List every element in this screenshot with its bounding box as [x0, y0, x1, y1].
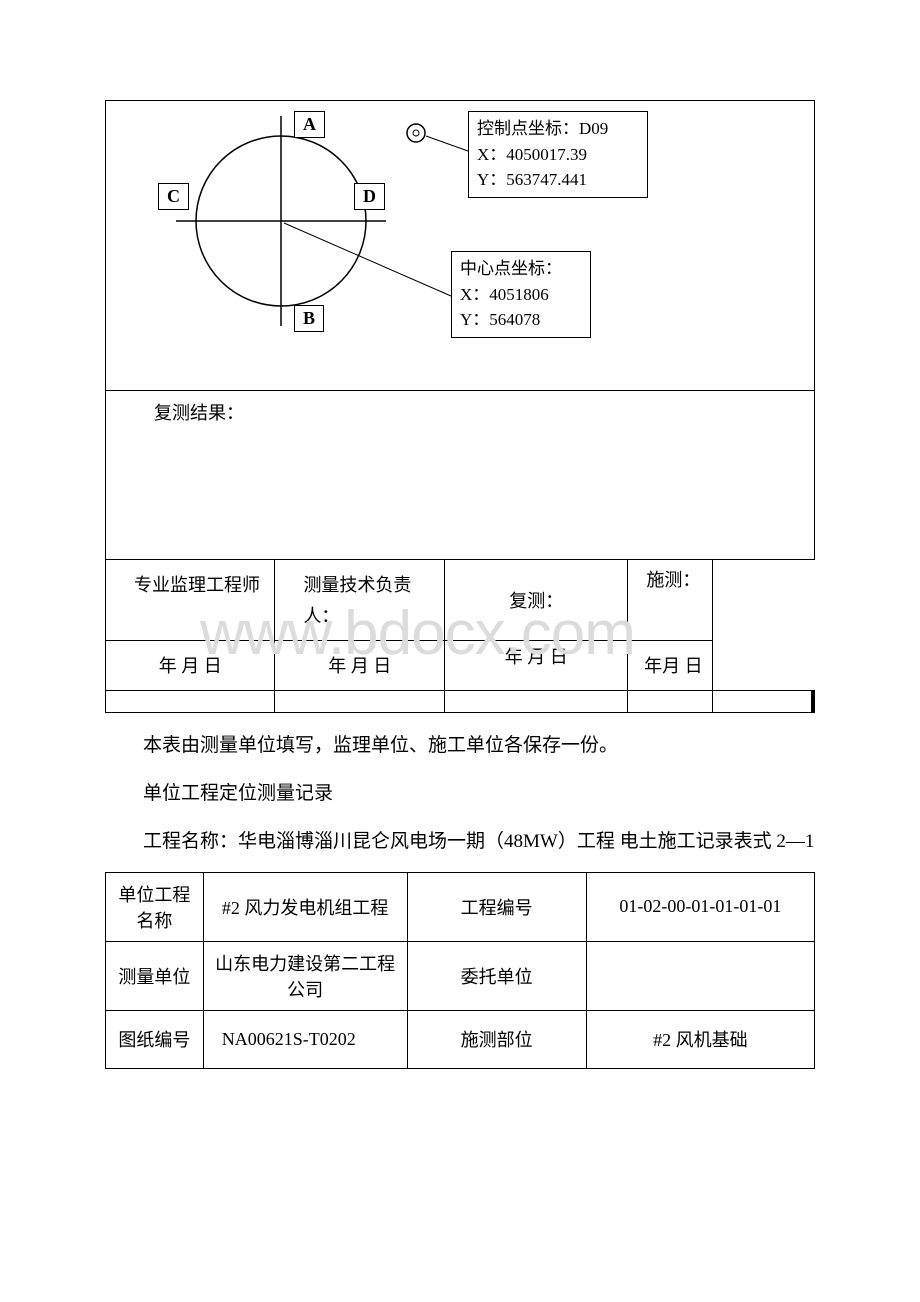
center-point-box: 中心点坐标： X：4051806 Y：564078	[451, 251, 591, 338]
sig-date-4: 年月 日	[628, 640, 713, 690]
project-line: 工程名称：华电淄博淄川昆仑风电场一期（48MW）工程 电土施工记录表式 2—1	[105, 827, 815, 857]
label-d: D	[354, 183, 385, 210]
control-point-x: X：4050017.39	[477, 142, 639, 168]
r2-value2	[586, 941, 814, 1010]
r3-value1: NA00621S-T0202	[203, 1010, 407, 1068]
r2-label2: 委托单位	[407, 941, 586, 1010]
control-point-y: Y：563747.441	[477, 167, 639, 193]
info-row-1: 单位工程名称 #2 风力发电机组工程 工程编号 01-02-00-01-01-0…	[106, 872, 815, 941]
signature-table: 专业监理工程师 测量技术负责人： 复测： 施测： 年 月 日 年 月 日 年 月…	[105, 560, 815, 713]
r1-value2: 01-02-00-01-01-01-01	[586, 872, 814, 941]
sig-role-4: 施测：	[628, 560, 713, 640]
note-paragraph: 本表由测量单位填写，监理单位、施工单位各保存一份。	[105, 731, 815, 761]
r3-value2: #2 风机基础	[586, 1010, 814, 1068]
r2-value1: 山东电力建设第二工程公司	[203, 941, 407, 1010]
center-point-x: X：4051806	[460, 282, 582, 308]
sig-date-3: 年 月 日	[444, 640, 627, 690]
label-a: A	[294, 111, 325, 138]
r3-label1: 图纸编号	[106, 1010, 204, 1068]
r3-label2: 施测部位	[407, 1010, 586, 1068]
control-point-title: 控制点坐标：D09	[477, 116, 639, 142]
control-point-box: 控制点坐标：D09 X：4050017.39 Y：563747.441	[468, 111, 648, 198]
label-b: B	[294, 305, 324, 332]
sig-role-3: 复测：	[444, 560, 627, 640]
r1-value1: #2 风力发电机组工程	[203, 872, 407, 941]
center-point-y: Y：564078	[460, 307, 582, 333]
sig-date-2: 年 月 日	[275, 640, 445, 690]
diagram-svg	[106, 101, 816, 391]
info-row-2: 测量单位 山东电力建设第二工程公司 委托单位	[106, 941, 815, 1010]
info-table: 单位工程名称 #2 风力发电机组工程 工程编号 01-02-00-01-01-0…	[105, 872, 815, 1069]
r1-label2: 工程编号	[407, 872, 586, 941]
r1-label1: 单位工程名称	[106, 872, 204, 941]
center-point-title: 中心点坐标：	[460, 256, 582, 282]
result-label: 复测结果：	[154, 403, 244, 423]
empty-row	[106, 690, 815, 712]
info-row-3: 图纸编号 NA00621S-T0202 施测部位 #2 风机基础	[106, 1010, 815, 1068]
subtitle-paragraph: 单位工程定位测量记录	[105, 779, 815, 809]
r2-label1: 测量单位	[106, 941, 204, 1010]
sig-date-1: 年 月 日	[106, 640, 275, 690]
result-box: 复测结果：	[105, 390, 815, 560]
label-c: C	[158, 183, 189, 210]
sig-role-1: 专业监理工程师	[106, 560, 275, 640]
diagram-container: A B C D 控制点坐标：D09 X：4050017.39 Y：563747.…	[105, 100, 815, 390]
sig-role-2: 测量技术负责人：	[275, 560, 445, 640]
